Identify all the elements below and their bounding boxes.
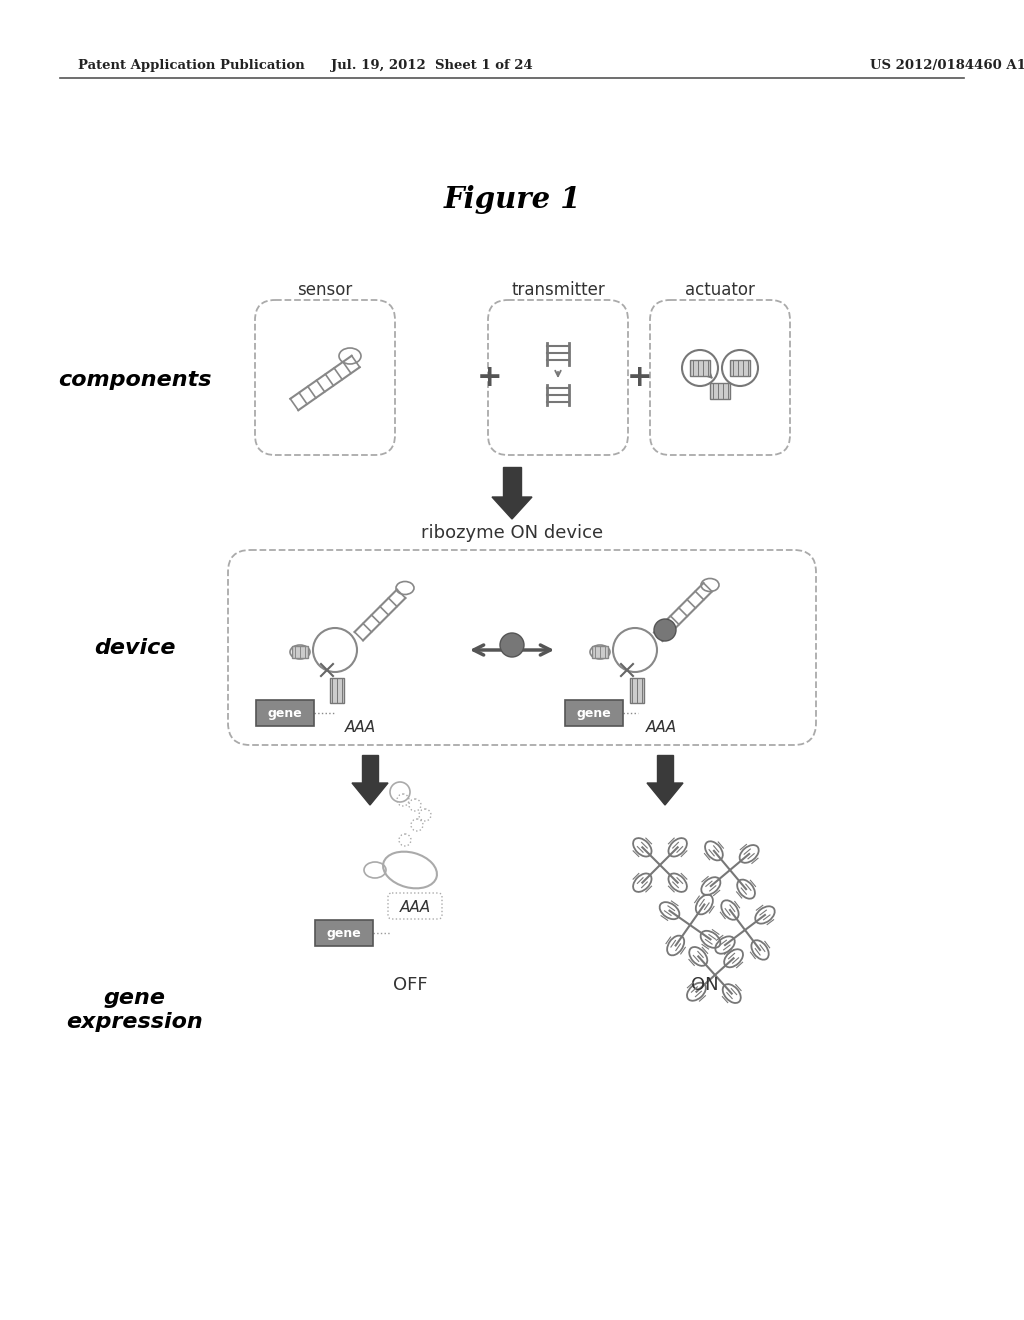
Bar [690, 360, 710, 376]
Text: gene: gene [577, 706, 611, 719]
Bar [256, 700, 314, 726]
Circle shape [654, 619, 676, 642]
Text: OFF: OFF [392, 975, 427, 994]
Text: ribozyme ON device: ribozyme ON device [421, 524, 603, 543]
Text: transmitter: transmitter [511, 281, 605, 300]
Bar [362, 755, 378, 783]
Bar [592, 645, 608, 657]
Bar [657, 755, 673, 783]
Bar [630, 678, 644, 704]
Text: gene: gene [267, 706, 302, 719]
Polygon shape [647, 783, 683, 805]
Text: +: + [477, 363, 503, 392]
Text: gene
expression: gene expression [67, 989, 204, 1032]
Text: Patent Application Publication: Patent Application Publication [78, 59, 305, 73]
Polygon shape [352, 783, 388, 805]
Circle shape [500, 634, 524, 657]
Bar [330, 678, 344, 704]
Text: US 2012/0184460 A1: US 2012/0184460 A1 [870, 59, 1024, 73]
Bar [565, 700, 623, 726]
Polygon shape [492, 498, 532, 519]
Text: device: device [94, 638, 176, 657]
Bar [710, 383, 730, 399]
Bar [503, 467, 521, 498]
Bar [730, 360, 750, 376]
Text: sensor: sensor [297, 281, 352, 300]
Text: gene: gene [327, 927, 361, 940]
Text: Figure 1: Figure 1 [443, 186, 581, 214]
Text: components: components [58, 370, 212, 389]
Text: ON: ON [691, 975, 719, 994]
Text: AAA: AAA [345, 721, 376, 735]
Text: actuator: actuator [685, 281, 755, 300]
Text: AAA: AAA [399, 899, 430, 915]
Text: Jul. 19, 2012  Sheet 1 of 24: Jul. 19, 2012 Sheet 1 of 24 [331, 59, 532, 73]
Text: +: + [627, 363, 653, 392]
Bar [315, 920, 373, 946]
Text: AAA: AAA [646, 721, 677, 735]
Bar [292, 645, 308, 657]
